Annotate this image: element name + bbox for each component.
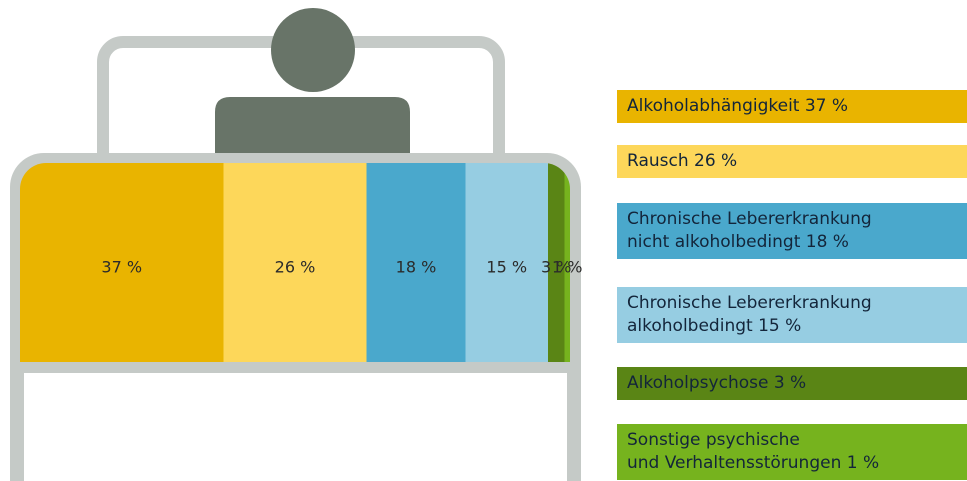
value-label: 3 %: [541, 258, 571, 277]
legend-item: Chronische Lebererkrankung alkoholbeding…: [617, 287, 967, 343]
legend-label: Rausch 26 %: [627, 151, 738, 171]
value-label: 18 %: [396, 258, 437, 277]
legend-item: Alkoholabhängigkeit 37 %: [617, 90, 967, 123]
legend-item: Alkoholpsychose 3 %: [617, 367, 967, 400]
value-label: 26 %: [275, 258, 316, 277]
value-label: 37 %: [101, 258, 142, 277]
value-label: 1 %: [552, 258, 582, 277]
legend-item: Rausch 26 %: [617, 145, 967, 178]
legend-label: Chronische Lebererkrankung alkoholbeding…: [627, 293, 872, 336]
person-head: [271, 8, 355, 92]
bed-leg: [567, 360, 581, 481]
bar-group: [20, 163, 570, 362]
legend-item: Chronische Lebererkrankung nicht alkohol…: [617, 203, 967, 259]
person-body: [215, 97, 410, 160]
bar-segment: [20, 163, 224, 362]
bar-segment: [366, 163, 466, 362]
value-label: 15 %: [486, 258, 527, 277]
legend-item: Sonstige psychische und Verhaltensstörun…: [617, 424, 967, 480]
legend-label: Sonstige psychische und Verhaltensstörun…: [627, 430, 880, 473]
bar-segment: [548, 163, 565, 362]
legend-label: Alkoholpsychose 3 %: [627, 373, 807, 393]
legend-label: Alkoholabhängigkeit 37 %: [627, 96, 849, 116]
legend-label: Chronische Lebererkrankung nicht alkohol…: [627, 209, 872, 252]
bar-segment: [223, 163, 367, 362]
bar-segment: [465, 163, 548, 362]
bed-leg: [10, 360, 24, 481]
bar-segment: [564, 163, 570, 362]
